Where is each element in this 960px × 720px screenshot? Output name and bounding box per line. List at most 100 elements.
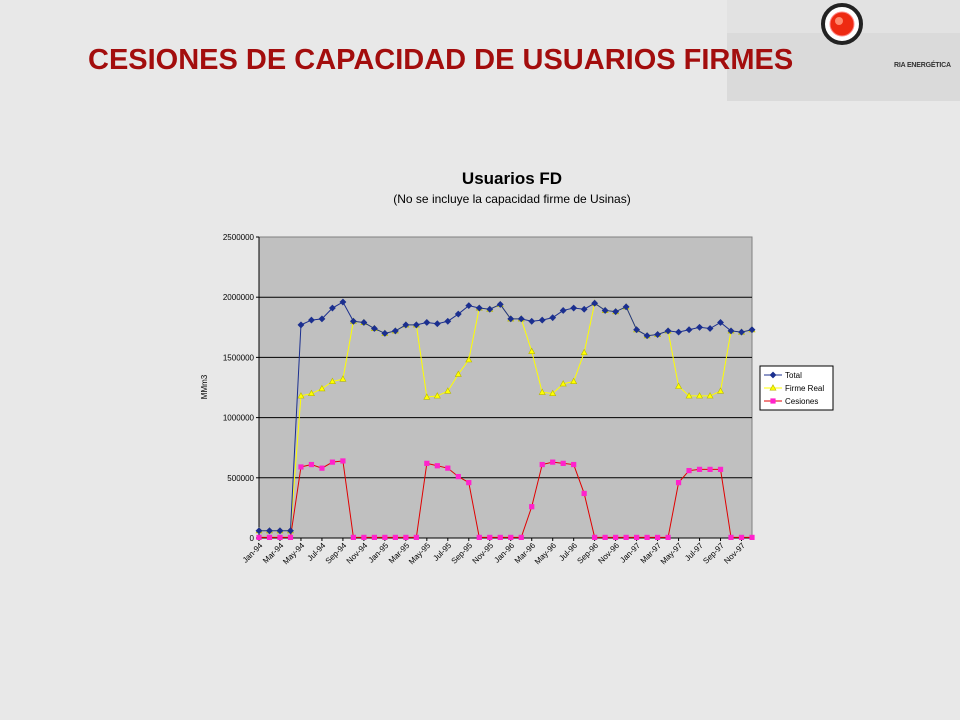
data-point-total: [465, 302, 473, 310]
data-point-firme-real: [307, 389, 315, 397]
data-point-cesiones: [707, 466, 713, 472]
data-point-cesiones: [403, 534, 409, 540]
x-tick-label: May-96: [533, 541, 559, 567]
data-point-total: [717, 319, 724, 326]
data-point-total: [633, 326, 641, 334]
x-tick-label: Jan-95: [367, 541, 391, 565]
data-point-cesiones: [665, 534, 671, 540]
data-point-firme-real: [696, 392, 704, 399]
data-point-total: [308, 316, 315, 324]
legend-swatch-marker: [769, 384, 777, 391]
data-point-total: [549, 314, 557, 322]
y-tick-label: 0: [250, 534, 255, 543]
data-point-cesiones: [256, 534, 262, 540]
data-point-total: [423, 319, 431, 326]
data-point-cesiones: [644, 534, 650, 540]
y-tick-label: 500000: [227, 474, 254, 483]
data-point-total: [318, 315, 326, 323]
data-point-total: [297, 321, 305, 329]
data-point-cesiones: [749, 534, 755, 540]
data-point-total: [528, 317, 536, 325]
data-point-total: [654, 331, 662, 338]
data-point-total: [538, 316, 546, 324]
legend-item-total: Total: [764, 371, 802, 380]
data-point-cesiones: [434, 463, 440, 469]
data-point-cesiones: [623, 534, 629, 540]
legend-label: Firme Real: [785, 384, 824, 393]
data-point-cesiones: [392, 534, 398, 540]
x-tick-label: Nov-95: [471, 541, 496, 566]
y-tick-label: 2500000: [223, 233, 255, 242]
chart-title: Usuarios FD: [462, 169, 562, 188]
y-tick-label: 2000000: [223, 293, 255, 302]
data-point-cesiones: [319, 465, 325, 471]
data-point-total: [664, 327, 672, 335]
plot-area: [258, 236, 753, 539]
data-point-cesiones: [581, 490, 587, 497]
data-point-firme-real: [433, 392, 441, 399]
data-point-total: [622, 303, 630, 311]
data-point-cesiones: [717, 466, 724, 472]
data-point-firme-real: [318, 384, 326, 392]
x-tick-label: Sep-96: [575, 541, 600, 566]
data-point-total: [591, 299, 599, 307]
data-point-cesiones: [654, 534, 661, 540]
data-point-total: [748, 326, 756, 334]
series-total: [255, 298, 756, 535]
data-point-total: [391, 327, 399, 335]
data-point-cesiones: [487, 534, 493, 540]
data-point-total: [370, 325, 378, 332]
data-point-total: [685, 326, 693, 334]
data-point-cesiones: [466, 480, 472, 486]
data-point-total: [454, 310, 462, 318]
data-point-firme-real: [570, 377, 578, 384]
data-point-total: [329, 304, 336, 312]
legend-swatch-marker: [770, 398, 776, 404]
data-point-cesiones: [529, 504, 535, 510]
data-point-cesiones: [287, 534, 294, 540]
data-point-firme-real: [706, 392, 714, 399]
page-title: CESIONES DE CAPACIDAD DE USUARIOS FIRMES: [88, 44, 794, 76]
legend-item-firme-real: Firme Real: [764, 384, 824, 393]
data-point-cesiones: [476, 534, 482, 540]
x-tick-label: Jan-97: [618, 541, 642, 565]
legend-label: Cesiones: [785, 397, 818, 406]
logo-icon: [821, 3, 863, 45]
data-point-total: [507, 315, 515, 323]
data-point-total: [580, 305, 588, 313]
data-point-cesiones: [696, 466, 703, 472]
x-tick-label: May-94: [281, 541, 307, 567]
data-point-cesiones: [634, 534, 640, 540]
data-point-firme-real: [538, 388, 546, 395]
data-point-cesiones: [550, 459, 556, 465]
data-point-total: [255, 527, 263, 535]
data-point-total: [402, 321, 410, 329]
data-point-cesiones: [738, 534, 745, 540]
data-point-firme-real: [328, 377, 336, 384]
data-point-cesiones: [266, 534, 273, 540]
data-point-total: [412, 321, 420, 329]
data-point-firme-real: [465, 355, 473, 363]
data-point-total: [444, 317, 452, 325]
data-point-total: [339, 298, 347, 306]
data-point-cesiones: [277, 534, 283, 540]
data-point-total: [486, 305, 494, 313]
x-tick-label: Nov-96: [596, 541, 621, 566]
logo-text: RIA ENERGÉTICA: [894, 62, 951, 69]
data-point-cesiones: [497, 534, 503, 540]
data-point-total: [287, 527, 294, 535]
series-cesiones: [256, 458, 755, 540]
data-point-total: [276, 527, 284, 535]
data-point-total: [381, 329, 389, 337]
data-point-cesiones: [613, 534, 619, 540]
data-point-cesiones: [508, 534, 514, 540]
y-tick-label: 1500000: [223, 353, 255, 362]
data-point-cesiones: [340, 458, 346, 464]
x-tick-label: May-97: [659, 541, 685, 567]
data-point-firme-real: [685, 392, 693, 399]
data-point-cesiones: [298, 464, 304, 470]
data-point-firme-real: [297, 392, 305, 399]
data-point-cesiones: [329, 459, 336, 465]
x-tick-label: Jan-94: [241, 541, 265, 565]
data-point-cesiones: [445, 465, 451, 471]
